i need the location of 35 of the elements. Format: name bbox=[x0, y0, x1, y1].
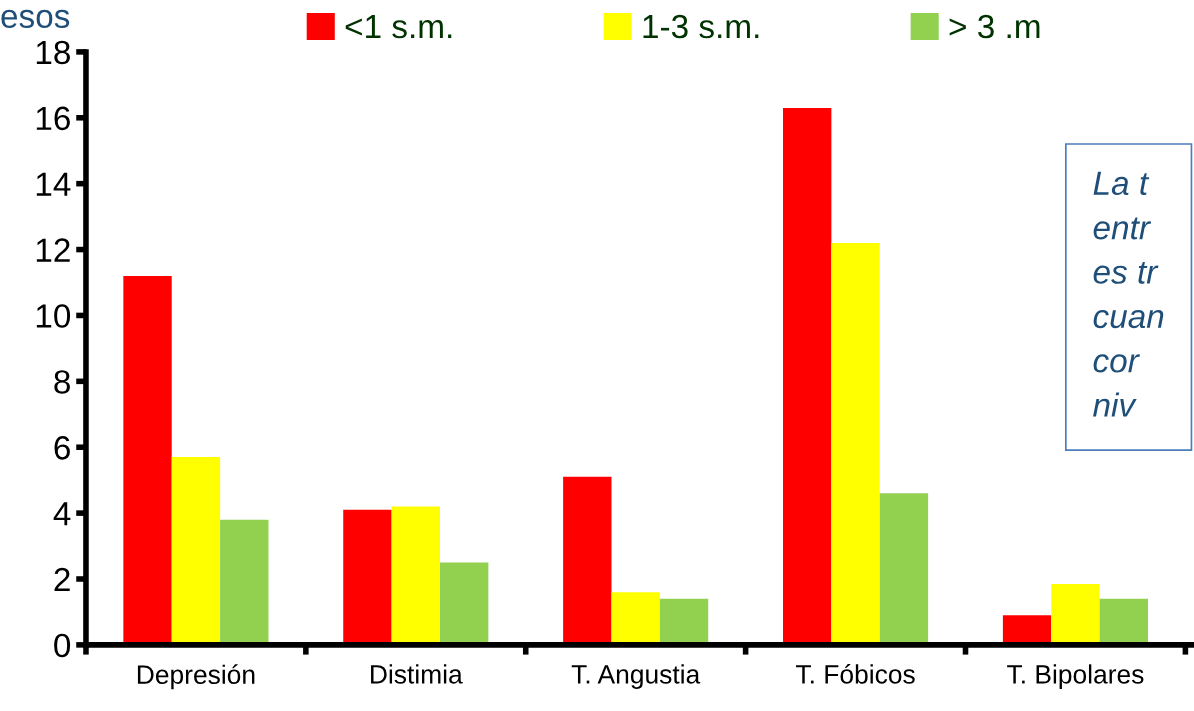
y-tick-label: 16 bbox=[36, 106, 70, 131]
bar bbox=[220, 519, 269, 645]
x-tick-label: T. Fóbicos bbox=[796, 664, 915, 684]
bar bbox=[1099, 598, 1149, 645]
bar bbox=[439, 562, 489, 645]
bar bbox=[1051, 583, 1100, 645]
bar bbox=[343, 509, 392, 645]
y-tick-label: 8 bbox=[54, 370, 70, 394]
y-tick-label: 6 bbox=[54, 436, 70, 460]
legend-label: > 3 .m bbox=[949, 14, 1040, 39]
legend-label: 1-3 s.m. bbox=[643, 14, 759, 39]
bar bbox=[1002, 615, 1052, 645]
y-tick-label: 18 bbox=[36, 40, 70, 65]
x-tick-label: T. Angustia bbox=[571, 664, 701, 689]
bar bbox=[831, 242, 880, 645]
y-tick-label: 14 bbox=[36, 172, 71, 196]
bar bbox=[659, 598, 709, 645]
y-tick-label: 2 bbox=[54, 567, 70, 592]
y-axis-title: esos bbox=[1, 9, 70, 29]
bar bbox=[879, 493, 929, 645]
bar bbox=[123, 275, 172, 645]
x-tick-label: T. Bipolares bbox=[1007, 664, 1144, 689]
bar bbox=[611, 592, 660, 645]
bar bbox=[391, 506, 440, 645]
bar bbox=[563, 476, 612, 645]
y-tick-label: 12 bbox=[36, 238, 70, 262]
x-tick-label: Depresión bbox=[137, 664, 255, 690]
y-tick-label: 0 bbox=[54, 633, 71, 658]
y-tick-label: 10 bbox=[36, 304, 71, 328]
bar bbox=[783, 107, 832, 645]
bar bbox=[171, 457, 221, 645]
y-tick-label: 4 bbox=[53, 502, 71, 526]
annotation: La t entr es tr cuan cor niv bbox=[1093, 171, 1164, 417]
x-tick-label: Distimia bbox=[371, 664, 463, 684]
legend-label: <1 s.m. bbox=[345, 15, 452, 39]
